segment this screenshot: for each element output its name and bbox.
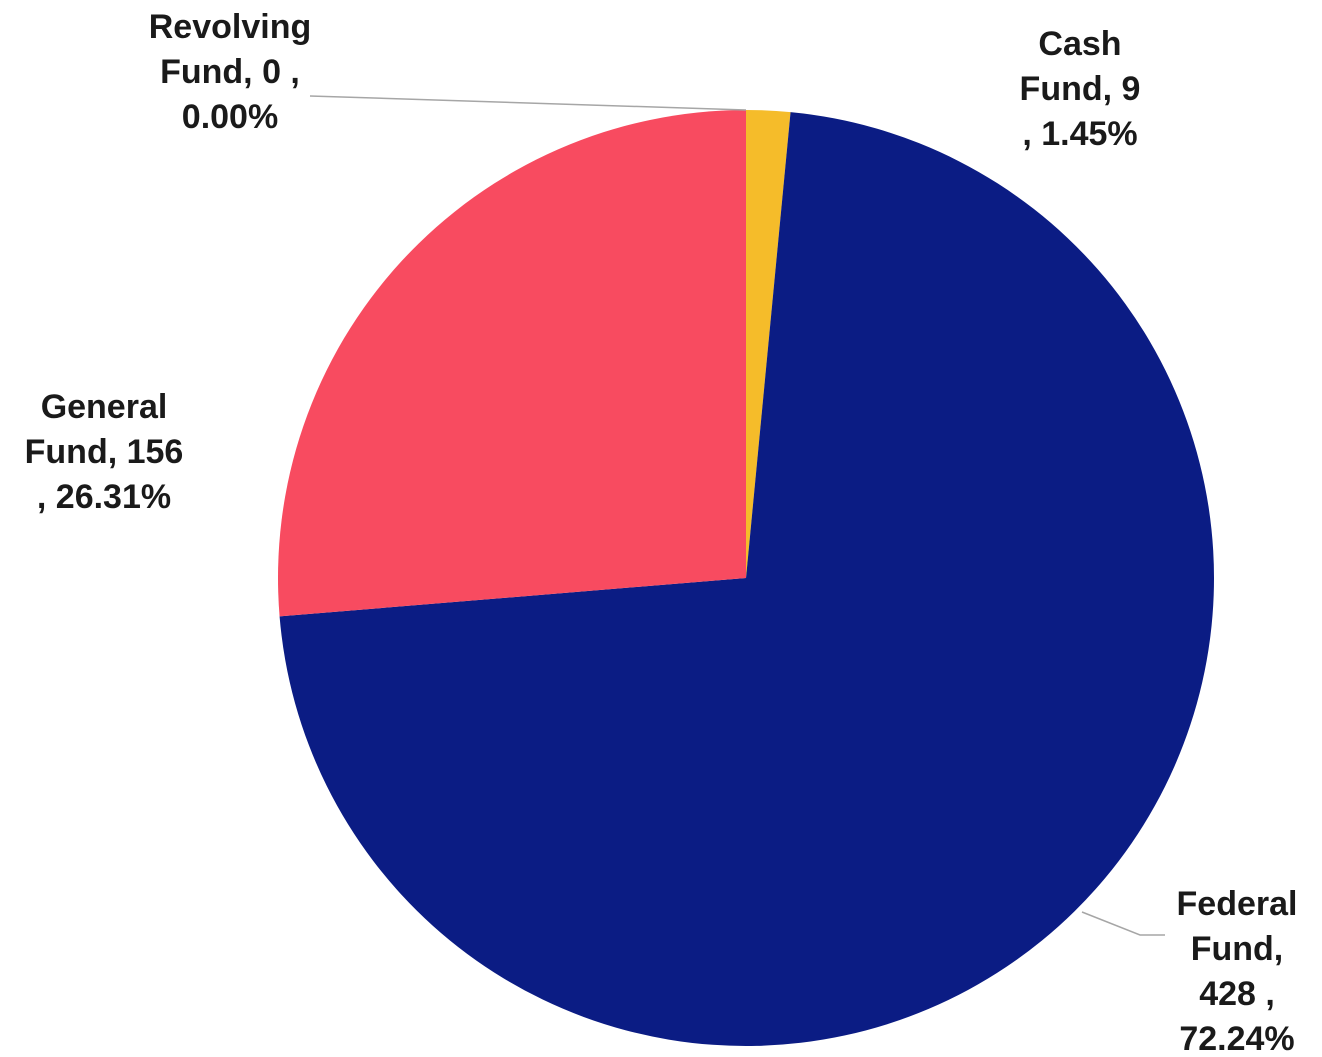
slice-cash-fund [746,110,791,578]
leader-lines [309,95,1165,936]
data-label-line: Fund, 156 [25,433,184,471]
data-label-line: Fund, 0 , [160,53,300,91]
leader-line-federal-fund [1081,911,1165,936]
data-label-line: , 1.45% [1022,115,1137,153]
data-label-line: Federal [1177,885,1298,923]
slice-federal-fund [279,112,1215,1047]
data-labels: Cash Fund, 9 , 1.45% Federal Fund, 428 , 72.24… [25,8,1298,1057]
data-label-line: Fund, [1191,930,1284,968]
pie-slices [278,109,1215,1047]
data-label-line: Revolving [149,8,311,46]
data-label-general-fund: General Fund, 156 , 26.31% [25,388,184,516]
data-label-line: General [41,388,168,426]
data-label-cash-fund: Cash Fund, 9 , 1.45% [1020,25,1141,153]
data-label-line: , 26.31% [37,478,171,516]
slice-general-fund [278,109,746,617]
leader-line-revolving-fund [309,95,747,111]
data-label-line: Fund, 9 [1020,70,1141,108]
data-label-line: Cash [1038,25,1121,63]
data-label-line: 428 , [1199,975,1275,1013]
data-label-revolving-fund: Revolving Fund, 0 , 0.00% [149,8,311,136]
data-label-federal-fund: Federal Fund, 428 , 72.24% [1177,885,1298,1057]
data-label-line: 0.00% [182,98,278,136]
data-label-line: 72.24% [1179,1020,1294,1057]
